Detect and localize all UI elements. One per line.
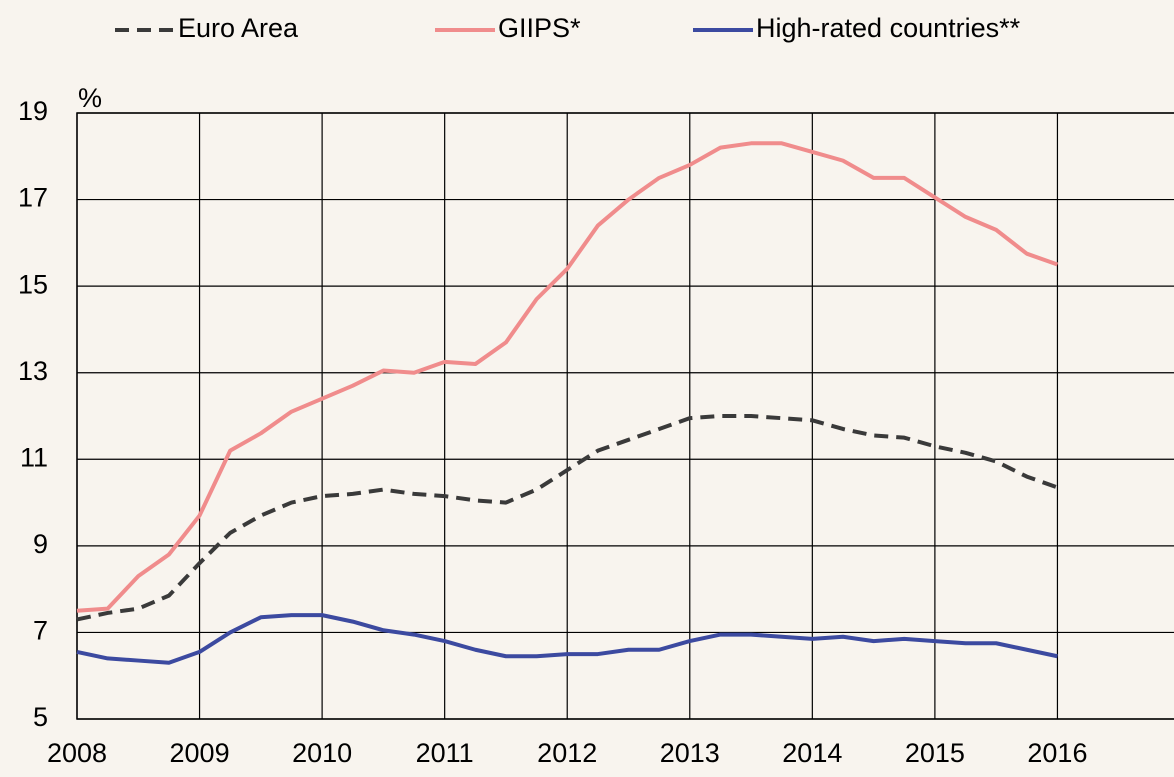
x-tick-label: 2010 [292, 738, 352, 768]
y-tick-label: 9 [33, 529, 48, 559]
line-series [76, 141, 1059, 613]
legend-label: Euro Area [178, 13, 299, 43]
x-tick-label: 2015 [905, 738, 965, 768]
y-tick-label: 19 [18, 96, 48, 126]
x-tick-label: 2008 [47, 738, 107, 768]
y-tick-label: 5 [33, 702, 48, 732]
line-series [76, 613, 1058, 665]
x-tick-label: 2013 [660, 738, 720, 768]
x-tick-label: 2009 [170, 738, 230, 768]
legend-label: High-rated countries** [756, 13, 1021, 43]
legend-label: GIIPS* [498, 13, 581, 43]
y-tick-label: 11 [20, 442, 48, 472]
y-tick-label: 13 [18, 356, 48, 386]
y-tick-label: 15 [18, 269, 48, 299]
y-unit: % [78, 83, 102, 113]
x-tick-label: 2012 [537, 738, 597, 768]
x-tick-label: 2011 [416, 738, 474, 768]
x-tick-label: 2016 [1027, 738, 1087, 768]
y-tick-label: 17 [18, 183, 48, 213]
y-tick-label: 7 [33, 616, 48, 646]
line-series [76, 414, 1059, 622]
x-tick-label: 2014 [782, 738, 842, 768]
